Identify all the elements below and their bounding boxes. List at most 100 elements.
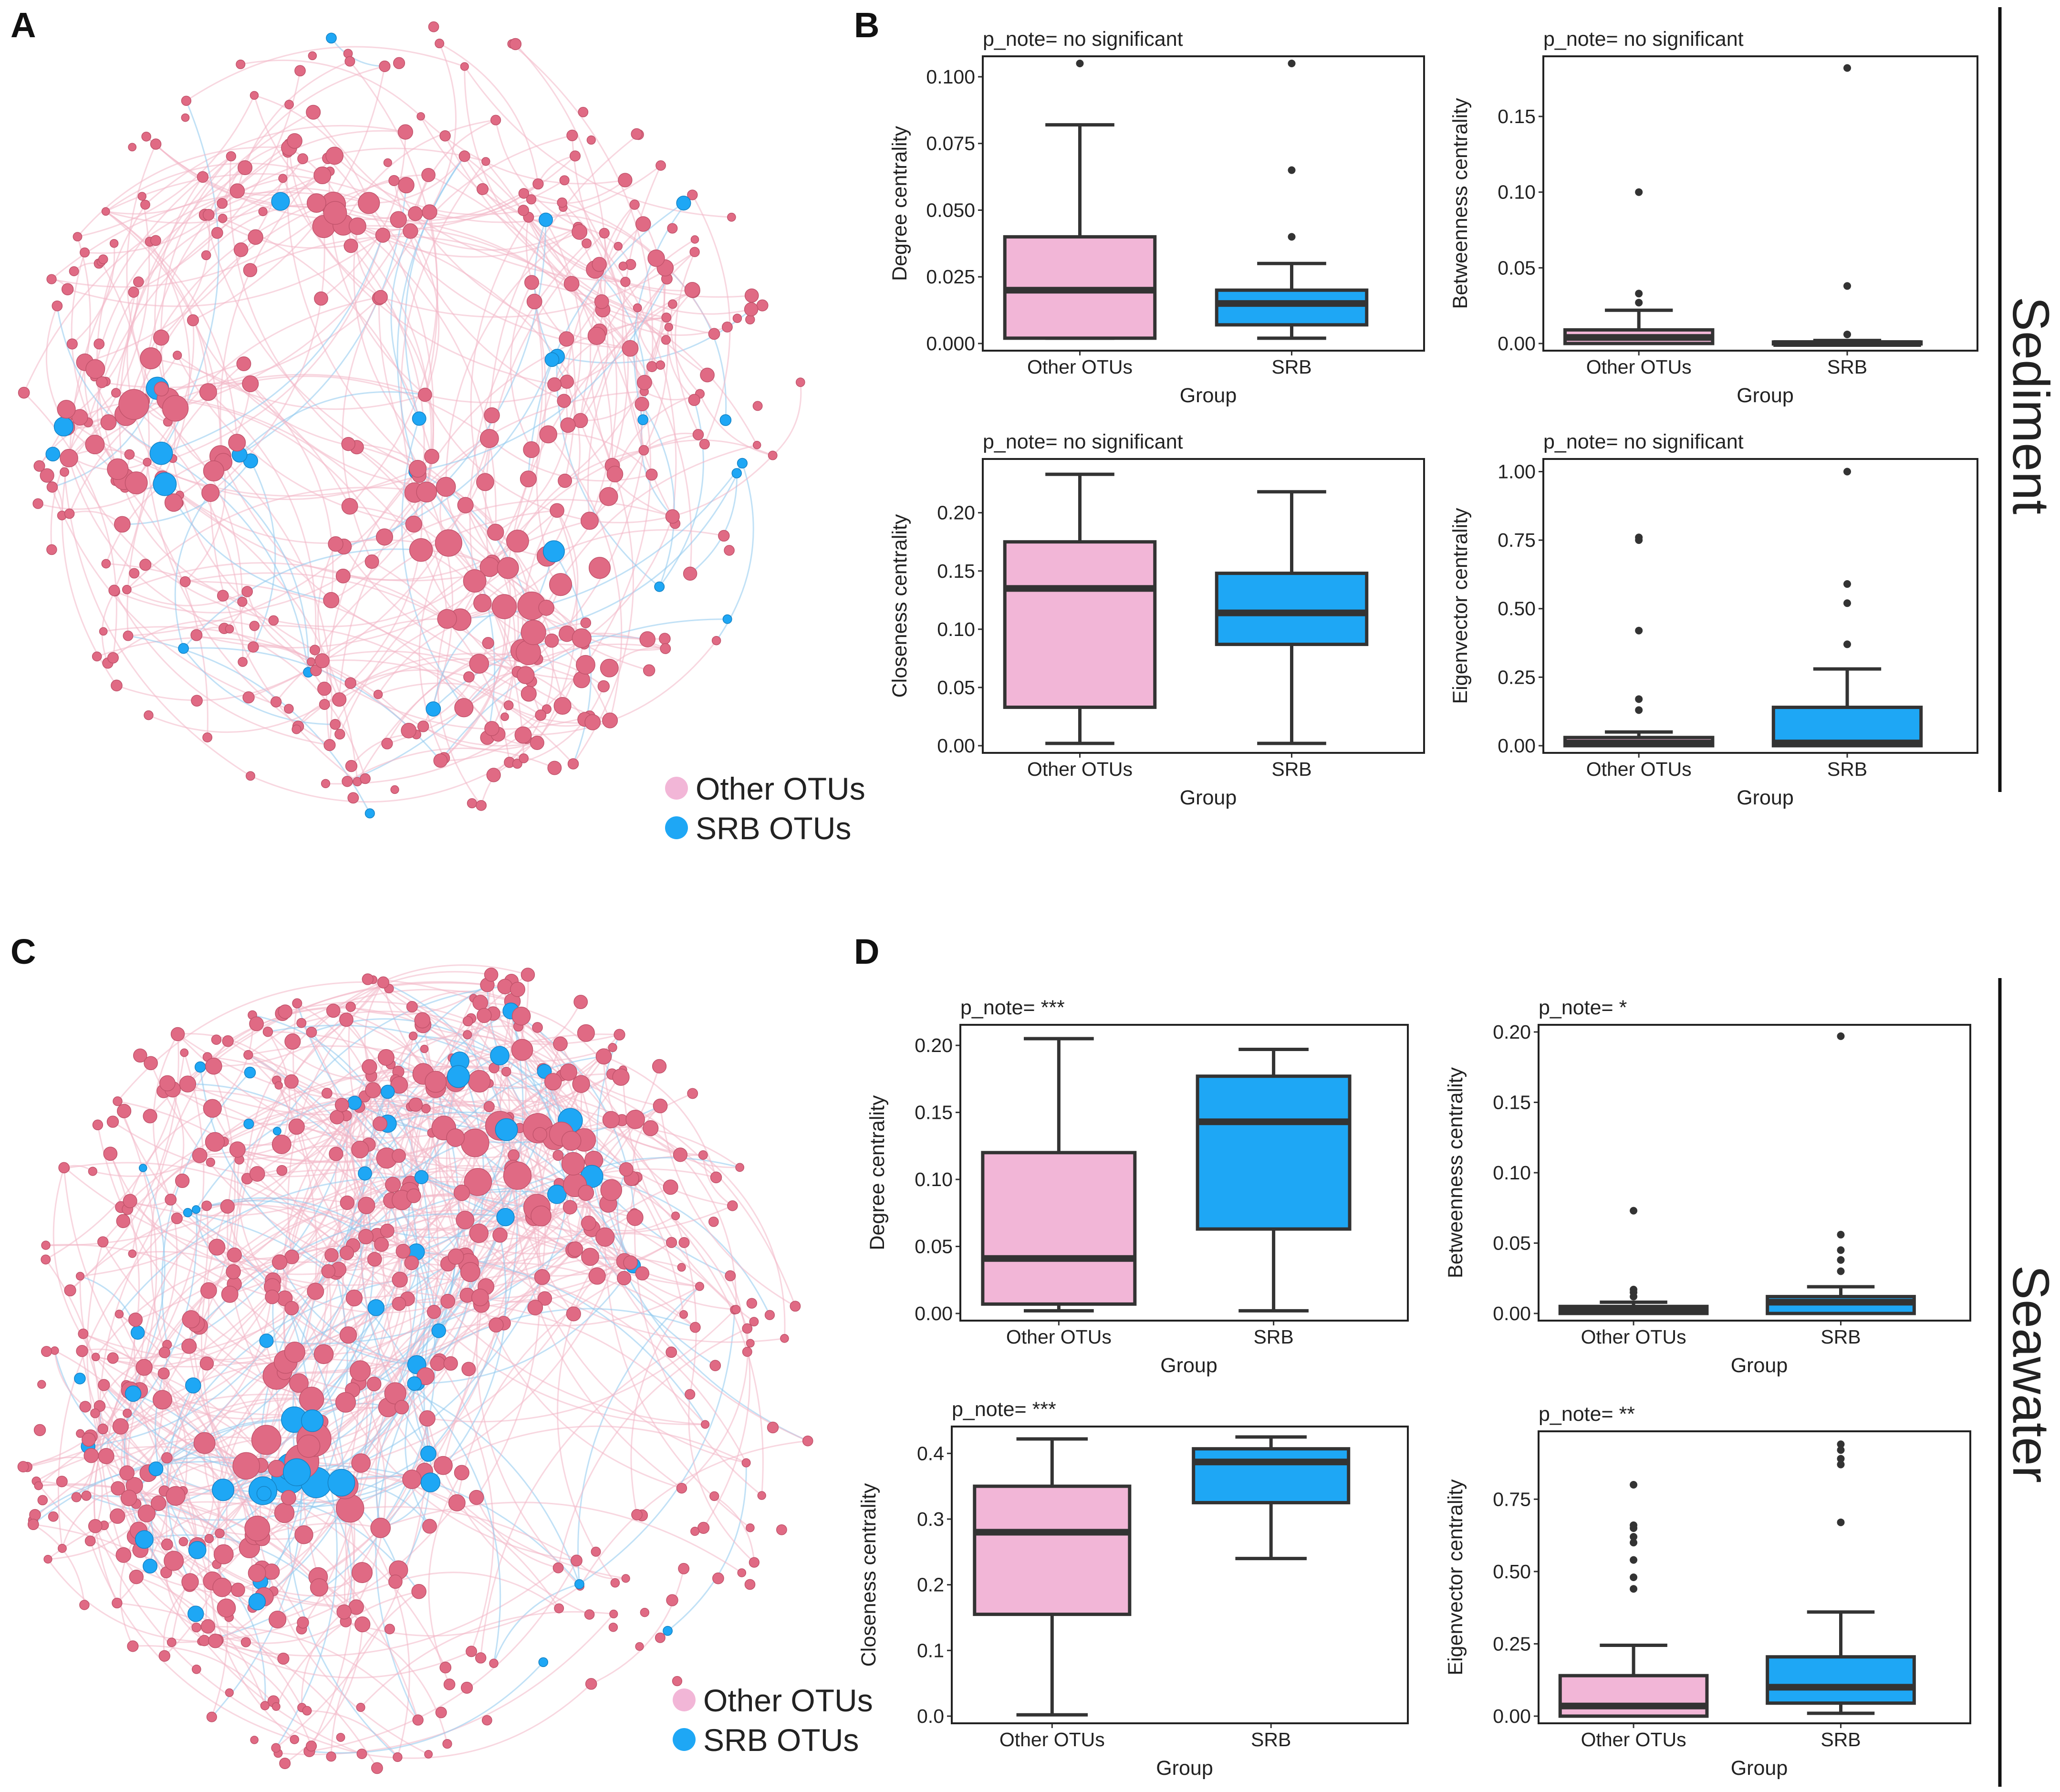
- node-other: [332, 692, 347, 707]
- node-other: [179, 576, 191, 587]
- node-other: [558, 473, 572, 488]
- network-edge: [485, 232, 605, 567]
- node-other: [398, 177, 415, 194]
- node-other: [557, 394, 571, 408]
- node-other: [489, 1317, 504, 1333]
- y-tick-label: 0.50: [1493, 1561, 1531, 1583]
- node-other: [262, 1026, 273, 1037]
- outlier-point: [1635, 626, 1643, 635]
- network-edge: [372, 979, 468, 1036]
- node-srb: [495, 1118, 518, 1141]
- node-other: [388, 175, 400, 187]
- network-edge: [577, 1286, 700, 1584]
- network-edge: [587, 251, 696, 521]
- node-other: [217, 198, 228, 209]
- node-other: [527, 1300, 543, 1315]
- network-edge: [400, 161, 487, 493]
- node-other: [144, 1056, 158, 1071]
- outlier-point: [1630, 1207, 1638, 1215]
- node-srb: [538, 1657, 549, 1667]
- node-other: [202, 732, 213, 743]
- node-other: [795, 377, 805, 387]
- node-other: [461, 1681, 473, 1694]
- node-other: [297, 1434, 321, 1458]
- node-other: [92, 1119, 104, 1130]
- y-tick-label: 0.05: [937, 677, 975, 698]
- network-edge: [70, 1034, 179, 1291]
- network-edge: [92, 1141, 225, 1177]
- legend-swatch-other: [665, 777, 688, 800]
- node-other: [339, 1326, 357, 1344]
- node-other: [687, 189, 698, 200]
- node-other: [354, 1616, 371, 1633]
- network-edge: [204, 1567, 559, 1657]
- node-other: [288, 1118, 305, 1135]
- node-other: [397, 124, 413, 140]
- node-other: [690, 1527, 700, 1536]
- node-other: [671, 1211, 680, 1220]
- network-edge: [445, 487, 493, 563]
- node-other: [205, 1057, 222, 1075]
- network-edge: [318, 1304, 482, 1578]
- network-edge: [94, 1526, 362, 1755]
- node-other: [284, 1301, 299, 1315]
- node-other: [118, 389, 149, 420]
- node-other: [373, 1116, 387, 1131]
- network-edge: [517, 516, 674, 673]
- node-other: [326, 1751, 336, 1762]
- node-other: [709, 1491, 719, 1501]
- node-other: [371, 1762, 383, 1774]
- node-other: [374, 290, 388, 304]
- node-other: [60, 448, 78, 468]
- node-other: [618, 261, 628, 271]
- node-other: [206, 1711, 217, 1722]
- network-edge: [378, 135, 572, 299]
- node-other: [345, 1289, 363, 1307]
- network-edge: [84, 178, 284, 363]
- node-other: [228, 434, 246, 452]
- outlier-point: [1635, 706, 1643, 714]
- node-other: [517, 666, 535, 684]
- network-edge: [330, 1591, 419, 1757]
- node-other: [379, 60, 391, 73]
- node-other: [700, 367, 715, 383]
- node-other: [732, 313, 742, 323]
- node-other: [246, 771, 255, 781]
- node-other: [306, 1026, 317, 1038]
- node-other: [497, 979, 513, 995]
- node-other: [114, 516, 131, 533]
- node-other: [268, 615, 279, 626]
- node-other: [384, 1624, 395, 1635]
- network-edge: [117, 1100, 340, 1270]
- node-other: [339, 1012, 354, 1027]
- node-other: [424, 1750, 433, 1759]
- node-other: [306, 1740, 317, 1752]
- network-edge: [689, 473, 738, 574]
- network-edge: [166, 1286, 273, 1459]
- x-tick-label: Other OTUs: [1006, 1326, 1112, 1348]
- network-edge: [128, 468, 418, 637]
- node-other: [672, 1676, 683, 1687]
- node-other: [81, 1490, 92, 1501]
- network-edge: [385, 1057, 507, 1218]
- node-other: [161, 1538, 173, 1551]
- plot-frame: [959, 1024, 1409, 1322]
- network-edge: [144, 1254, 333, 1368]
- node-srb: [654, 581, 665, 592]
- node-other: [518, 188, 530, 199]
- y-tick-label: 0.15: [1493, 1092, 1531, 1114]
- node-srb: [327, 1469, 355, 1497]
- network-edge: [643, 432, 698, 451]
- node-other: [166, 1637, 177, 1647]
- node-other: [695, 1281, 705, 1291]
- node-other: [158, 1346, 170, 1358]
- network-edge: [67, 419, 420, 497]
- node-other: [655, 1632, 666, 1643]
- network-edge: [146, 462, 330, 746]
- node-other: [636, 375, 652, 390]
- network-edge: [334, 605, 505, 725]
- node-other: [665, 509, 680, 524]
- network-edge: [591, 1568, 685, 1685]
- node-srb: [676, 196, 691, 211]
- y-tick-label: 0.4: [917, 1442, 944, 1464]
